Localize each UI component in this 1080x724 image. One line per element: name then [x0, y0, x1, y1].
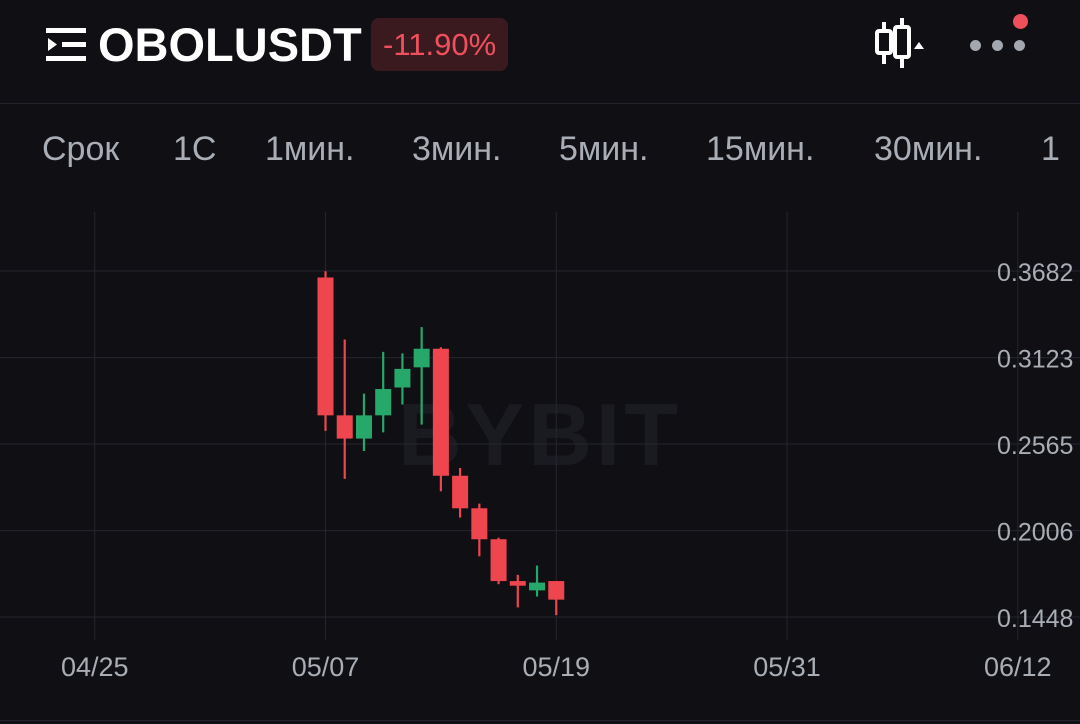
tab-3min[interactable]: 3мин. [412, 130, 502, 168]
symbol-title[interactable]: OBOLUSDT [98, 18, 362, 71]
candle-body [432, 348, 449, 476]
x-tick-label: 05/19 [522, 652, 590, 682]
tab-1s[interactable]: 1С [173, 130, 217, 168]
candle [355, 393, 372, 451]
y-tick-label: 0.1448 [997, 605, 1073, 633]
header-divider [0, 103, 1080, 104]
tab-1-more[interactable]: 1 [1041, 130, 1060, 168]
candle-body [355, 415, 372, 439]
candle [548, 581, 565, 616]
y-tick-label: 0.3682 [997, 259, 1073, 287]
candle [375, 351, 392, 433]
tab-15min[interactable]: 15мин. [706, 130, 815, 168]
y-tick-label: 0.2565 [997, 432, 1073, 460]
y-tick-label: 0.3123 [997, 346, 1073, 374]
candle-body [452, 475, 469, 509]
candle-body [413, 348, 430, 368]
more-options-button[interactable] [968, 14, 1030, 58]
candle-body [375, 389, 392, 416]
candle-body [336, 415, 353, 439]
candlestick-chart[interactable]: 0.3682 0.3123 0.2565 0.2006 0.1448 04/25 05/0… [0, 200, 1080, 724]
candle-body [490, 539, 507, 582]
x-tick-label: 05/31 [753, 652, 821, 682]
candle [490, 537, 507, 585]
candlestick-icon[interactable] [872, 18, 928, 68]
candle-body [317, 277, 334, 416]
more-dot-icon [992, 40, 1003, 51]
candle-body [529, 582, 546, 591]
header-bar: OBOLUSDT -11.90% [0, 0, 1080, 100]
list-menu-icon[interactable] [46, 26, 90, 64]
tab-period[interactable]: Срок [42, 130, 120, 168]
price-change-badge: -11.90% [371, 18, 509, 71]
more-dot-icon [970, 40, 981, 51]
tab-1min[interactable]: 1мин. [265, 130, 355, 168]
candle [529, 565, 546, 597]
timeframe-tabs: Срок 1С 1мин. 3мин. 5мин. 15мин. 30мин. … [0, 124, 1080, 182]
candle [471, 503, 488, 557]
candle [394, 353, 411, 405]
candle-body [548, 581, 565, 600]
tab-5min[interactable]: 5мин. [559, 130, 649, 168]
bottom-divider [0, 720, 1080, 721]
candle [452, 468, 469, 518]
candle [317, 271, 334, 431]
candle [509, 574, 526, 608]
candle-body [509, 581, 526, 586]
y-tick-label: 0.2006 [997, 519, 1073, 547]
x-tick-label: 06/12 [984, 652, 1052, 682]
notification-dot-icon [1013, 14, 1028, 29]
candle-body [394, 368, 411, 388]
candle-body [471, 508, 488, 540]
candle [413, 327, 430, 425]
more-dot-icon [1014, 40, 1025, 51]
candle [432, 347, 449, 492]
x-tick-label: 05/07 [292, 652, 360, 682]
x-tick-label: 04/25 [61, 652, 129, 682]
candle [336, 339, 353, 479]
tab-30min[interactable]: 30мин. [874, 130, 983, 168]
